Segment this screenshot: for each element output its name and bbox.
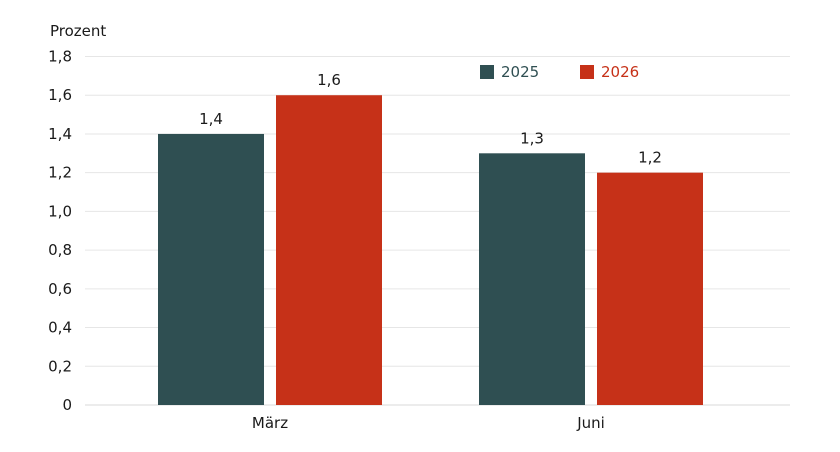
x-tick-label: März bbox=[252, 414, 288, 432]
y-tick-label: 0,6 bbox=[48, 280, 72, 298]
x-axis-ticks: März Juni bbox=[252, 414, 605, 432]
x-tick-label: Juni bbox=[576, 414, 605, 432]
legend-swatch-2025 bbox=[480, 65, 494, 79]
legend-label-2026: 2026 bbox=[601, 63, 639, 81]
y-tick-label: 0 bbox=[62, 396, 72, 414]
y-tick-label: 0,4 bbox=[48, 319, 72, 337]
y-tick-label: 1,0 bbox=[48, 202, 72, 220]
bar-2025-März bbox=[158, 133, 264, 405]
y-tick-label: 1,2 bbox=[48, 164, 72, 182]
y-tick-label: 1,6 bbox=[48, 86, 72, 104]
bars bbox=[158, 95, 703, 405]
legend-label-2025: 2025 bbox=[501, 63, 539, 81]
data-label-2026-Juni: 1,2 bbox=[638, 149, 662, 167]
bar-2025-Juni bbox=[479, 153, 585, 405]
data-label-2026-März: 1,6 bbox=[317, 71, 341, 89]
legend: 2025 2026 bbox=[480, 63, 639, 81]
data-label-2025-Juni: 1,3 bbox=[520, 129, 544, 147]
y-tick-label: 0,8 bbox=[48, 241, 72, 259]
y-axis-ticks: 0 0,2 0,4 0,6 0,8 1,0 1,2 1,4 1,6 1,8 bbox=[48, 48, 72, 415]
y-axis-label: Prozent bbox=[50, 22, 106, 40]
data-labels: 1,4 1,6 1,3 1,2 bbox=[199, 71, 662, 166]
y-tick-label: 1,4 bbox=[48, 125, 72, 143]
legend-swatch-2026 bbox=[580, 65, 594, 79]
bar-2026-Juni bbox=[597, 172, 703, 405]
y-tick-label: 0,2 bbox=[48, 357, 72, 375]
bar-2026-März bbox=[276, 95, 382, 405]
data-label-2025-März: 1,4 bbox=[199, 110, 223, 128]
y-tick-label: 1,8 bbox=[48, 48, 72, 66]
